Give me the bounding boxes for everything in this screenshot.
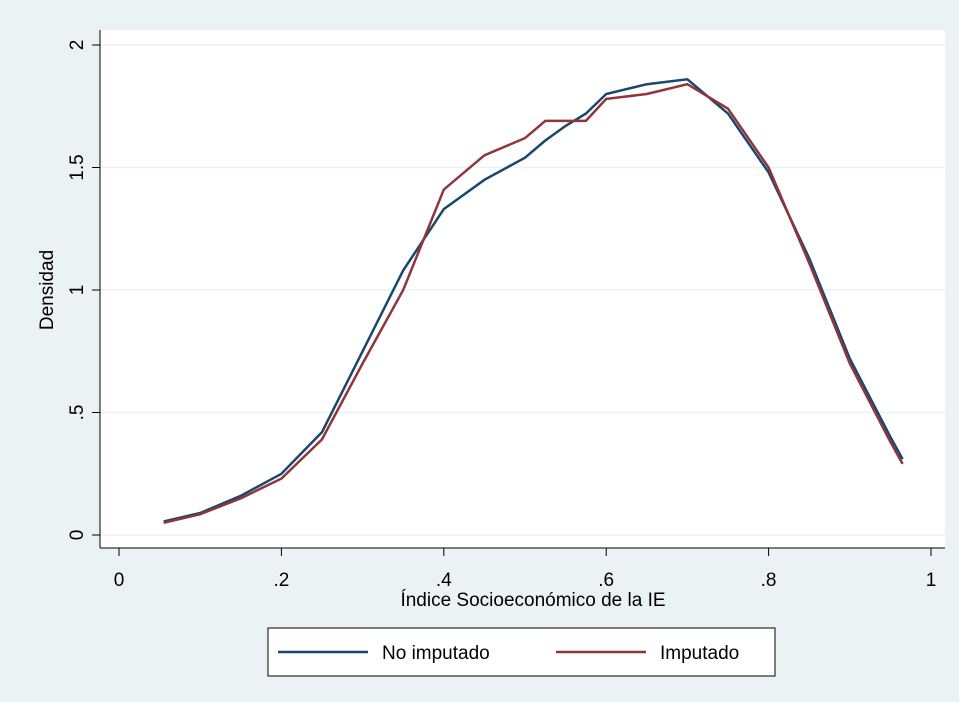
x-tick-label: .8 [761, 570, 777, 591]
y-tick-label: 1 [67, 285, 88, 296]
y-axis-label: Densidad [37, 250, 58, 330]
plot-area [100, 30, 945, 548]
x-tick-label: 1 [926, 570, 937, 591]
y-tick-label: .5 [67, 405, 88, 421]
series-line [163, 82, 904, 525]
y-tick-label: 1.5 [67, 154, 88, 180]
x-tick-label: 0 [114, 570, 125, 591]
x-axis-label: Índice Socioeconómico de la IE [400, 590, 665, 611]
x-tick-label: .4 [436, 570, 452, 591]
x-tick-label: .6 [598, 570, 614, 591]
y-tick-label: 2 [67, 40, 88, 51]
legend-label: No imputado [382, 643, 490, 664]
x-tick-label: .2 [273, 570, 289, 591]
y-tick-label: 0 [67, 530, 88, 541]
legend-label: Imputado [660, 643, 739, 664]
